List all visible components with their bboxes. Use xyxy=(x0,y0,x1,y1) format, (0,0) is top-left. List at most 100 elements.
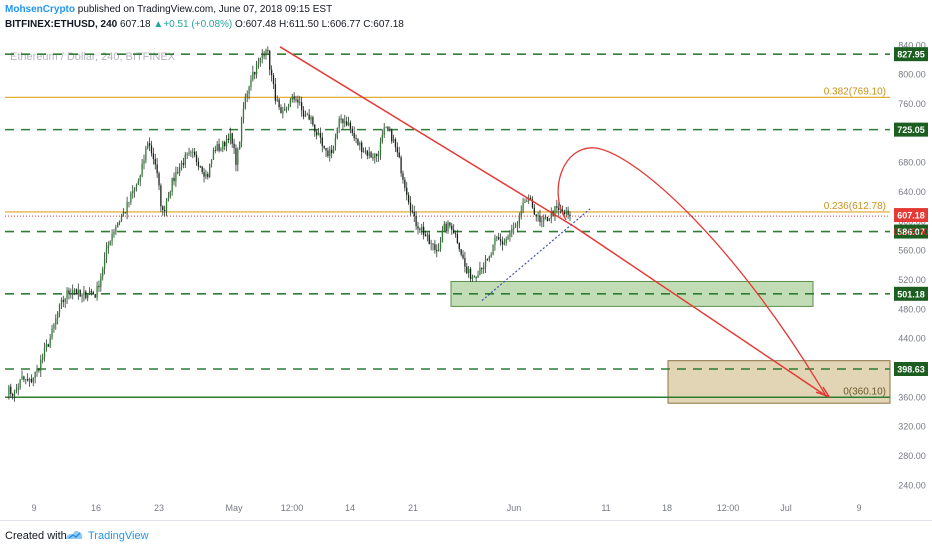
candle xyxy=(55,318,57,325)
candle xyxy=(231,133,233,144)
candle xyxy=(351,128,353,133)
candle xyxy=(148,143,151,146)
y-tick-label: 480.00 xyxy=(898,304,926,314)
candle xyxy=(332,145,335,154)
candle xyxy=(289,99,292,107)
candle xyxy=(302,110,305,117)
candle xyxy=(421,226,423,230)
candle xyxy=(209,164,211,177)
projection-arrow-line[interactable] xyxy=(573,225,827,397)
candle xyxy=(15,389,18,392)
candle xyxy=(237,149,239,165)
candle xyxy=(468,268,470,274)
candle xyxy=(464,258,466,267)
candle xyxy=(201,166,203,173)
candle xyxy=(26,379,29,381)
candle xyxy=(160,185,162,207)
candle xyxy=(162,206,164,211)
candle xyxy=(565,210,567,214)
candle xyxy=(17,387,19,390)
candle xyxy=(163,210,166,212)
x-tick-label: 18 xyxy=(662,503,672,513)
candle xyxy=(496,237,498,238)
level-price-tag xyxy=(894,224,928,239)
candle xyxy=(404,179,406,188)
candle xyxy=(383,127,385,135)
candle xyxy=(473,276,475,278)
candle xyxy=(481,267,483,270)
candle xyxy=(257,62,260,65)
candle xyxy=(544,216,547,218)
tradingview-brand-link[interactable]: TradingView xyxy=(88,530,149,542)
candle xyxy=(400,157,402,174)
candle xyxy=(75,289,78,294)
candle xyxy=(314,124,316,132)
y-tick-label: 280.00 xyxy=(898,451,926,461)
candle xyxy=(77,289,79,294)
candle xyxy=(370,152,372,158)
candle xyxy=(229,133,231,141)
candle xyxy=(426,234,429,237)
level-price-tag-label: 398.63 xyxy=(897,365,925,375)
footer: Created with TradingView xyxy=(0,520,932,551)
candle xyxy=(509,232,511,237)
candle xyxy=(329,149,331,157)
up-arrow-icon: ▲ xyxy=(153,19,164,30)
candle xyxy=(336,128,338,138)
candle xyxy=(392,139,395,142)
symbol-label[interactable]: BITFINEX:ETHUSD, 240 xyxy=(5,19,118,30)
candle xyxy=(233,143,235,149)
candle xyxy=(304,114,307,117)
chart-header: MohsenCrypto published on TradingView.co… xyxy=(0,0,932,34)
candle xyxy=(171,177,173,192)
candle xyxy=(361,142,363,152)
candle xyxy=(90,290,93,293)
candle xyxy=(246,93,248,98)
candle xyxy=(346,121,348,126)
x-tick-label: 9 xyxy=(31,503,36,513)
candle xyxy=(297,99,299,103)
candle xyxy=(21,376,23,380)
level-price-tag xyxy=(894,47,928,62)
candle xyxy=(139,175,141,182)
countdown-label: 01:45:00 xyxy=(893,227,928,237)
candle xyxy=(165,201,168,212)
price-chart[interactable]: Ethereum / Dollar, 240, BITFINEX 0.382(7… xyxy=(0,0,932,520)
downtrend-line[interactable] xyxy=(279,46,575,228)
zone-target[interactable] xyxy=(667,360,891,404)
candle xyxy=(203,172,205,177)
candle xyxy=(192,151,194,153)
candle xyxy=(488,256,490,260)
candle xyxy=(40,359,42,371)
candle xyxy=(516,223,519,227)
y-tick-label: 360.00 xyxy=(898,392,926,402)
candle xyxy=(331,149,333,154)
candle xyxy=(32,377,34,383)
candle xyxy=(541,221,543,222)
candle xyxy=(255,64,258,75)
level-price-tag xyxy=(894,286,928,301)
candle xyxy=(282,110,284,114)
candle xyxy=(222,141,224,150)
candle xyxy=(338,118,340,129)
candle xyxy=(115,227,117,232)
candle xyxy=(451,225,453,230)
candle xyxy=(66,290,68,299)
projection-curve[interactable] xyxy=(557,147,827,397)
candle xyxy=(323,145,325,149)
candle xyxy=(362,151,365,152)
candle xyxy=(308,114,310,120)
candle xyxy=(441,230,444,242)
candle xyxy=(85,291,87,299)
author-link[interactable]: MohsenCrypto xyxy=(5,4,75,15)
candle xyxy=(239,141,241,150)
candle xyxy=(389,129,391,131)
candle xyxy=(437,249,440,252)
candle xyxy=(184,154,186,165)
candle xyxy=(45,344,48,348)
candle xyxy=(276,99,278,101)
level-price-tag xyxy=(894,362,928,377)
candle xyxy=(261,55,263,58)
candle xyxy=(567,210,569,215)
y-tick-label: 240.00 xyxy=(898,480,926,490)
